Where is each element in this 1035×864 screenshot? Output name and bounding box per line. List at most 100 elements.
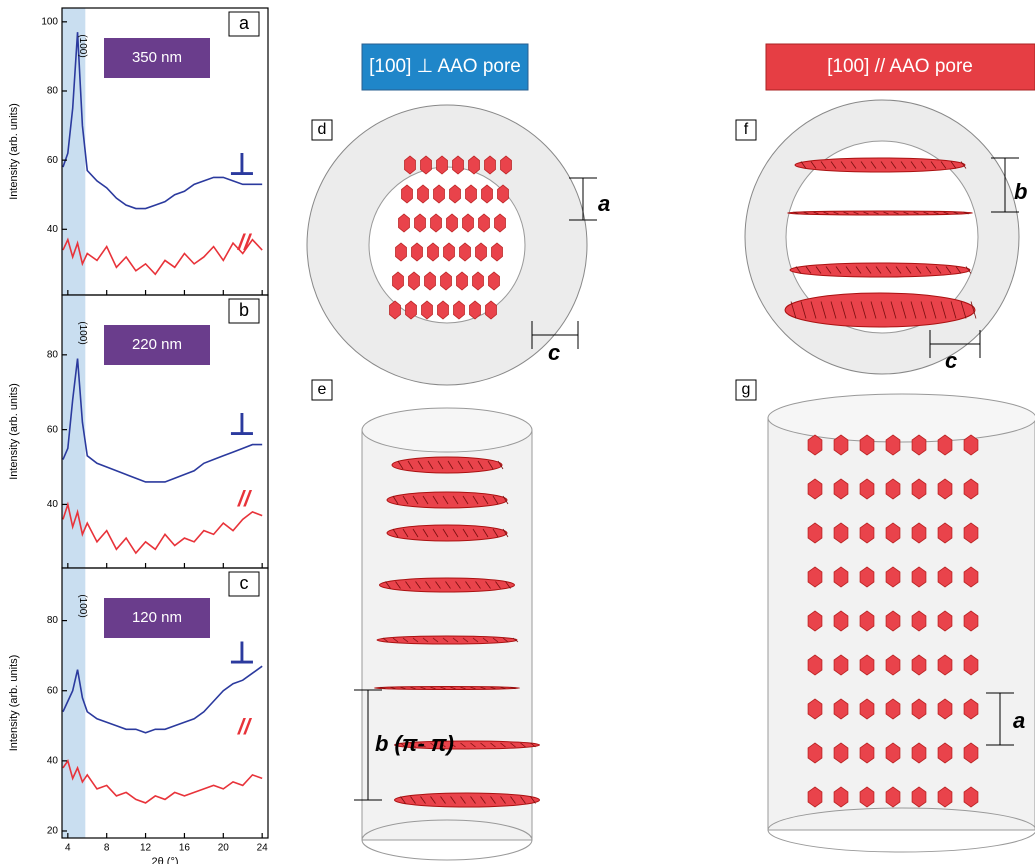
molecule <box>859 522 875 544</box>
layer-detail <box>410 742 416 748</box>
molecule <box>430 213 442 233</box>
layer-detail <box>390 686 396 690</box>
layer-detail <box>450 796 456 804</box>
layer-detail <box>502 528 509 538</box>
layer-detail <box>880 161 887 169</box>
molecule <box>389 300 401 320</box>
molecule <box>937 654 953 676</box>
molecule <box>833 698 849 720</box>
x-tick-label: 20 <box>218 843 230 854</box>
layer-detail <box>950 301 957 319</box>
layer-detail <box>865 266 872 274</box>
layer-detail <box>420 742 426 748</box>
layer-detail <box>407 460 414 470</box>
cylinder-bottom <box>361 819 533 861</box>
panel-letter: e <box>318 381 327 398</box>
layer-detail <box>903 211 909 215</box>
series-line <box>62 237 263 276</box>
layer-detail <box>920 301 927 319</box>
molecule <box>468 155 480 175</box>
layer-detail <box>487 460 494 470</box>
dimension-label: c <box>548 340 560 365</box>
cylinder-top <box>361 407 533 453</box>
layer-detail <box>833 211 839 215</box>
molecule <box>885 654 901 676</box>
peak-label: (100) <box>77 34 88 57</box>
layer-detail <box>400 742 406 748</box>
layer-detail <box>920 161 927 169</box>
layer-detail <box>530 742 536 748</box>
molecule <box>807 566 823 588</box>
layer-detail <box>462 637 469 643</box>
layer-detail <box>820 161 827 169</box>
layer-detail <box>960 301 967 319</box>
layer-detail <box>447 460 454 470</box>
layer-detail <box>427 460 434 470</box>
layer-detail <box>940 301 947 319</box>
layer-detail <box>460 686 466 690</box>
layer-detail <box>485 581 491 589</box>
panel-letter: g <box>742 381 751 398</box>
layer-detail <box>415 581 421 589</box>
layer-detail <box>875 266 882 274</box>
molecule-layer <box>374 686 520 690</box>
layer-detail <box>392 528 399 538</box>
header-box <box>361 43 529 91</box>
panel-letter: b <box>239 300 249 320</box>
layer-detail <box>440 686 446 690</box>
layer-detail <box>470 796 476 804</box>
molecule <box>421 300 433 320</box>
x-axis-label: 2θ (°) <box>151 856 178 864</box>
highlight-band <box>62 295 86 568</box>
layer-detail <box>465 581 471 589</box>
layer-detail <box>437 460 444 470</box>
molecule-layer <box>391 456 503 474</box>
molecule-layer <box>379 577 515 593</box>
layer-detail <box>512 637 519 643</box>
layer-detail <box>392 637 399 643</box>
series-line <box>62 758 263 804</box>
layer-detail <box>505 581 511 589</box>
layer-detail <box>432 637 439 643</box>
layer-detail <box>475 581 481 589</box>
layer-detail <box>412 637 419 643</box>
layer-detail <box>435 581 441 589</box>
molecule <box>859 610 875 632</box>
layer-detail <box>853 211 859 215</box>
molecule <box>497 184 509 204</box>
layer-detail <box>460 796 466 804</box>
y-tick-label: 60 <box>47 424 59 435</box>
layer-detail <box>495 581 501 589</box>
layer-detail <box>883 211 889 215</box>
layer-detail <box>422 528 429 538</box>
layer-detail <box>930 161 937 169</box>
layer-detail <box>400 796 406 804</box>
layer-detail <box>480 742 486 748</box>
layer-detail <box>933 211 939 215</box>
molecule <box>963 654 979 676</box>
molecule <box>452 155 464 175</box>
layer-detail <box>410 686 416 690</box>
layer-detail <box>500 796 506 804</box>
layer-detail <box>913 211 919 215</box>
layer-detail <box>482 637 489 643</box>
panel-box <box>735 379 757 401</box>
cylinder-bottom <box>767 807 1035 853</box>
molecule <box>937 610 953 632</box>
layer-detail <box>442 637 449 643</box>
y-tick-label: 20 <box>47 826 59 837</box>
parallel-symbol: // <box>237 230 253 255</box>
molecule <box>859 478 875 500</box>
layer-detail <box>400 686 406 690</box>
header-box <box>765 43 1035 91</box>
layer-detail <box>492 528 499 538</box>
layer-detail <box>905 266 912 274</box>
layer-detail <box>890 161 897 169</box>
perp-symbol: ⊥ <box>229 637 255 670</box>
dimension-label: a <box>1013 708 1025 733</box>
molecule <box>408 271 420 291</box>
molecule-layer <box>386 491 508 509</box>
layer-detail <box>810 301 817 319</box>
layer-detail <box>800 301 807 319</box>
